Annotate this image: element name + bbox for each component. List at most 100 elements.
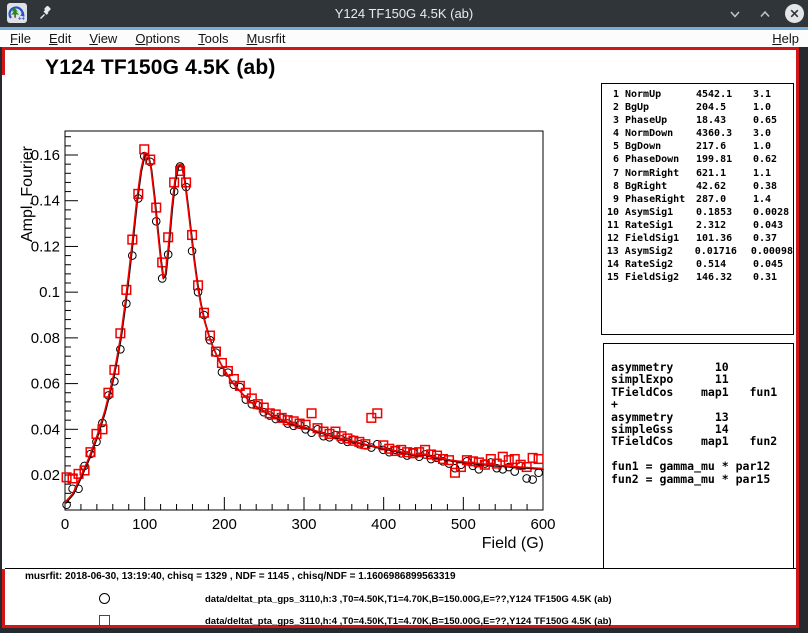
param-num: 12 xyxy=(606,233,619,245)
svg-text:++: ++ xyxy=(18,17,26,23)
theory-text: asymmetry 10 simplExpo 11 TFieldCos map1… xyxy=(611,360,778,486)
info-pad-separator xyxy=(5,568,796,569)
svg-text:300: 300 xyxy=(291,516,316,533)
svg-text:500: 500 xyxy=(451,516,476,533)
menu-item-edit[interactable]: Edit xyxy=(48,31,72,46)
param-name: PhaseUp xyxy=(625,115,668,127)
param-val: 199.81 xyxy=(696,154,733,166)
param-err: 1.0 xyxy=(753,141,772,153)
theory-box: asymmetry 10 simplExpo 11 TFieldCos map1… xyxy=(603,343,794,569)
param-num: 1 xyxy=(612,89,619,100)
svg-text:0.14: 0.14 xyxy=(31,193,60,210)
param-row-8: 8 BgRight 42.62 0.38 xyxy=(602,180,793,193)
window-bottom-edge xyxy=(0,628,808,633)
menu-item-view[interactable]: View xyxy=(89,31,118,46)
param-row-9: 9 PhaseRight 287.0 1.4 xyxy=(602,193,793,206)
param-err: 0.043 xyxy=(753,219,784,231)
param-row-1: 1 NormUp 4542.1 3.1 xyxy=(602,88,793,101)
param-err: 0.045 xyxy=(753,259,784,271)
param-val: 621.1 xyxy=(696,167,727,179)
legend-label: data/deltat_pta_gps_3110,h:3 ,T0=4.50K,T… xyxy=(205,594,612,605)
param-val: 0.01716 xyxy=(694,246,737,258)
param-num: 4 xyxy=(612,128,619,140)
svg-text:0: 0 xyxy=(61,516,69,533)
param-num: 15 xyxy=(606,272,619,284)
fourier-chart: 0 100 200 300 400 500 600 Field (G) 0.02 0.04 0.06… xyxy=(19,130,556,552)
param-val: 217.6 xyxy=(696,141,727,153)
param-err: 3.0 xyxy=(753,128,772,140)
fit-parameter-box: 1 NormUp 4542.1 3.1 2 BgUp 204.5 1.0 3 PhaseUp 18.… xyxy=(601,83,794,335)
plot-title: Y124 TF150G 4.5K (ab) xyxy=(45,56,276,79)
param-row-10: 10 AsymSig1 0.1853 0.0028 xyxy=(602,206,793,219)
param-num: 5 xyxy=(612,141,619,153)
svg-text:0.02: 0.02 xyxy=(31,467,60,484)
param-err: 0.62 xyxy=(753,154,778,166)
param-name: FieldSig1 xyxy=(625,233,680,245)
fit-line xyxy=(64,151,544,504)
x-axis: 0 100 200 300 400 500 600 Field (G) xyxy=(61,497,556,552)
param-val: 204.5 xyxy=(696,102,727,114)
param-num: 9 xyxy=(612,193,619,205)
y-axis-title: Ampl. Fourier xyxy=(19,145,36,242)
legend-label: data/deltat_pta_gps_3110,h:4 ,T0=4.50K,T… xyxy=(205,616,612,627)
pin-icon[interactable] xyxy=(38,5,54,21)
param-num: 8 xyxy=(612,180,619,192)
param-num: 10 xyxy=(606,206,619,218)
series-data-h-3 xyxy=(62,151,543,510)
param-num: 6 xyxy=(612,154,619,166)
param-err: 0.65 xyxy=(753,115,778,127)
legend-row-2: data/deltat_pta_gps_3110,h:4 ,T0=4.50K,T… xyxy=(5,614,796,628)
fit-line-shadow xyxy=(65,152,544,504)
legend-square-marker xyxy=(99,615,110,626)
legend-circle-marker xyxy=(99,593,110,604)
param-name: NormUp xyxy=(625,89,662,100)
root-canvas[interactable]: Y124 TF150G 4.5K (ab) 0 100 200 300 400 500 60… xyxy=(2,47,799,628)
param-num: 7 xyxy=(612,167,619,179)
param-row-5: 5 BgDown 217.6 1.0 xyxy=(602,140,793,153)
fit-status-text: musrfit: 2018-06-30, 13:19:40, chisq = 1… xyxy=(25,571,456,582)
svg-text:0.04: 0.04 xyxy=(31,421,60,438)
close-button[interactable] xyxy=(785,4,804,23)
param-err: 0.00098 xyxy=(750,246,793,258)
param-num: 11 xyxy=(606,219,619,231)
param-name: RateSig1 xyxy=(625,219,674,231)
focus-line xyxy=(0,27,808,30)
minimize-button[interactable] xyxy=(725,4,745,24)
menubar: File Edit View Options Tools Musrfit Help xyxy=(0,30,808,47)
menu-item-options[interactable]: Options xyxy=(135,31,181,46)
param-name: AsymSig2 xyxy=(624,246,673,258)
svg-text:0.06: 0.06 xyxy=(31,376,60,393)
param-num: 13 xyxy=(606,246,619,258)
menu-item-help[interactable]: Help xyxy=(772,31,799,46)
param-row-12: 12 FieldSig1 101.36 0.37 xyxy=(602,232,793,245)
param-name: NormRight xyxy=(625,167,680,179)
param-name: FieldSig2 xyxy=(625,272,680,284)
menu-item-tools[interactable]: Tools xyxy=(198,31,229,46)
param-row-15: 15 FieldSig2 146.32 0.31 xyxy=(602,271,793,284)
param-err: 3.1 xyxy=(753,89,772,100)
param-name: PhaseDown xyxy=(625,154,680,166)
param-err: 0.37 xyxy=(753,233,778,245)
param-val: 0.514 xyxy=(696,259,727,271)
param-val: 42.62 xyxy=(696,180,727,192)
svg-text:100: 100 xyxy=(132,516,157,533)
plot-pad xyxy=(2,75,603,569)
app-icon: ++ xyxy=(7,3,27,23)
menu-item-file[interactable]: File xyxy=(10,31,31,46)
svg-text:200: 200 xyxy=(212,516,237,533)
param-row-13: 13 AsymSig2 0.01716 0.00098 xyxy=(602,245,793,258)
maximize-button[interactable] xyxy=(755,4,775,24)
param-num: 14 xyxy=(606,259,619,271)
menu-item-musrfit[interactable]: Musrfit xyxy=(246,31,286,46)
param-name: BgUp xyxy=(625,102,650,114)
param-num: 2 xyxy=(612,102,619,114)
svg-text:0.08: 0.08 xyxy=(31,330,60,347)
param-err: 1.1 xyxy=(753,167,772,179)
param-err: 0.31 xyxy=(753,272,778,284)
param-row-2: 2 BgUp 204.5 1.0 xyxy=(602,101,793,114)
param-val: 101.36 xyxy=(696,233,733,245)
param-val: 146.32 xyxy=(696,272,733,284)
param-row-14: 14 RateSig2 0.514 0.045 xyxy=(602,258,793,271)
